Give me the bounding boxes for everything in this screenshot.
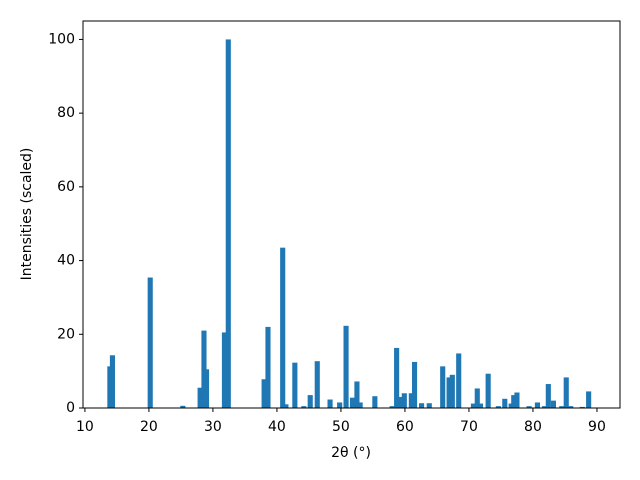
- bar: [474, 388, 480, 408]
- bar: [511, 395, 517, 408]
- x-tick-label: 10: [76, 419, 94, 435]
- x-tick-label: 30: [204, 419, 222, 435]
- bar: [343, 325, 349, 408]
- bar: [440, 366, 446, 408]
- y-axis-label: Intensities (scaled): [19, 148, 35, 281]
- bar: [408, 393, 414, 408]
- x-tick-label: 70: [460, 419, 478, 435]
- bar: [397, 396, 404, 408]
- bar: [485, 373, 491, 408]
- bar: [419, 403, 425, 408]
- bar: [301, 406, 307, 408]
- bar: [411, 361, 418, 408]
- bar: [314, 361, 320, 408]
- bar: [283, 404, 289, 408]
- plot-area: [107, 39, 592, 409]
- x-tick-label: 50: [332, 419, 350, 435]
- bar: [563, 377, 569, 408]
- bar: [502, 398, 508, 408]
- bar: [349, 397, 356, 408]
- y-tick-label: 40: [57, 253, 75, 269]
- bar: [534, 402, 540, 408]
- bar: [446, 377, 452, 408]
- bar: [545, 384, 551, 408]
- bar: [568, 406, 574, 408]
- bar: [449, 374, 455, 408]
- bar: [394, 347, 400, 408]
- y-tick-label: 80: [57, 105, 75, 121]
- x-tick-label: 90: [588, 419, 606, 435]
- bar: [354, 381, 360, 408]
- bar: [541, 406, 548, 408]
- x-tick-label: 40: [268, 419, 286, 435]
- bar: [280, 247, 286, 408]
- bar: [307, 395, 313, 408]
- bar: [203, 369, 210, 408]
- bar: [221, 332, 228, 408]
- bar: [147, 277, 153, 408]
- y-tick-label: 0: [66, 400, 75, 416]
- x-tick-label: 20: [140, 419, 158, 435]
- bar: [495, 406, 501, 408]
- bar: [180, 405, 186, 408]
- bar: [456, 353, 462, 408]
- axes-frame: [82, 20, 621, 409]
- y-tick-label: 100: [48, 31, 75, 47]
- bar: [426, 403, 432, 408]
- bar: [372, 396, 378, 408]
- bar: [470, 403, 476, 408]
- y-tick-label: 20: [57, 326, 75, 342]
- y-tick-label: 60: [57, 179, 75, 195]
- bar: [357, 402, 363, 408]
- bar: [265, 326, 271, 408]
- bar: [559, 406, 565, 408]
- bar: [401, 393, 407, 408]
- x-tick-label: 80: [524, 419, 542, 435]
- bar: [109, 355, 116, 408]
- bar: [327, 399, 333, 408]
- bar: [225, 39, 231, 409]
- bar: [389, 406, 395, 408]
- bar: [477, 403, 484, 408]
- bar: [550, 400, 556, 408]
- bar: [337, 402, 343, 408]
- bar: [579, 406, 585, 408]
- bar: [292, 362, 298, 408]
- bar: [526, 406, 532, 408]
- x-axis-label: 2θ (°): [331, 445, 371, 461]
- bar: [586, 391, 592, 408]
- bar: [201, 330, 207, 408]
- bar: [261, 379, 267, 408]
- x-tick-label: 60: [396, 419, 414, 435]
- bar: [197, 387, 203, 408]
- bar: [514, 392, 520, 408]
